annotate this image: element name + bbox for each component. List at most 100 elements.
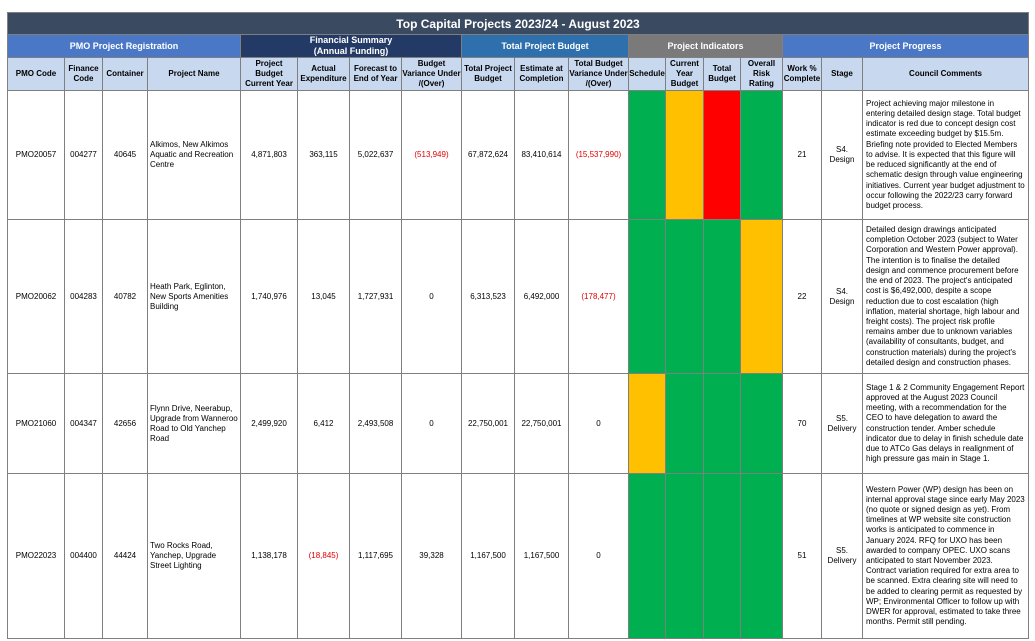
pmo-code-cell: PMO21060 xyxy=(7,373,65,474)
financial-summary-line2: (Annual Funding) xyxy=(313,46,389,56)
col-work-complete: Work % Complete xyxy=(782,57,822,91)
total-budget-indicator xyxy=(703,90,741,220)
col-total-budget-variance: Total Budget Variance Under /(Over) xyxy=(568,57,629,91)
council-comment-cell: Western Power (WP) design has been on in… xyxy=(861,473,1030,639)
col-current-year-budget: Current Year Budget xyxy=(665,57,704,91)
col-council-comments: Council Comments xyxy=(861,57,1030,91)
total-budget-indicator xyxy=(703,473,741,639)
forecast-cell: 5,022,637 xyxy=(349,90,402,220)
col-forecast: Forecast to End of Year xyxy=(349,57,402,91)
finance-code-cell: 004347 xyxy=(64,373,103,474)
col-project-name: Project Name xyxy=(147,57,241,91)
capital-projects-table: Top Capital Projects 2023/24 - August 20… xyxy=(6,12,1030,639)
overall-risk-indicator xyxy=(740,373,783,474)
stage-code: S4. xyxy=(835,286,848,296)
council-comment-cell: Detailed design drawings anticipated com… xyxy=(861,219,1030,374)
stage-cell: S4. Design xyxy=(821,219,863,374)
stage-label: Design xyxy=(829,155,855,164)
project-name-cell: Flynn Drive, Neerabup, Upgrade from Wann… xyxy=(147,373,241,474)
forecast-cell: 1,117,695 xyxy=(349,473,402,639)
col-overall-risk: Overall Risk Rating xyxy=(740,57,783,91)
stage-cell: S5. Delivery xyxy=(821,473,863,639)
estimate-completion-cell: 22,750,001 xyxy=(514,373,569,474)
actual-expenditure-cell: 363,115 xyxy=(297,90,350,220)
schedule-indicator xyxy=(628,473,666,639)
col-total-project-budget: Total Project Budget xyxy=(461,57,515,91)
total-budget-variance-cell: (15,537,990) xyxy=(568,90,629,220)
council-comment-cell: Project achieving major milestone in ent… xyxy=(861,90,1030,220)
report-title: Top Capital Projects 2023/24 - August 20… xyxy=(6,12,1030,35)
group-project-indicators: Project Indicators xyxy=(628,34,783,58)
stage-cell: S4. Design xyxy=(821,90,863,220)
container-cell: 40645 xyxy=(102,90,148,220)
total-budget-variance-cell: 0 xyxy=(568,473,629,639)
finance-code-cell: 004277 xyxy=(64,90,103,220)
estimate-completion-cell: 83,410,614 xyxy=(514,90,569,220)
project-budget-cell: 1,138,178 xyxy=(240,473,298,639)
container-cell: 42656 xyxy=(102,373,148,474)
stage-label: Design xyxy=(829,296,855,306)
stage-code: S5. xyxy=(835,413,848,423)
forecast-cell: 2,493,508 xyxy=(349,373,402,474)
project-budget-cell: 2,499,920 xyxy=(240,373,298,474)
pmo-code-cell: PMO20062 xyxy=(7,219,65,374)
current-year-budget-indicator xyxy=(665,219,704,374)
estimate-completion-cell: 1,167,500 xyxy=(514,473,569,639)
actual-expenditure-cell: 13,045 xyxy=(297,219,350,374)
work-complete-cell: 21 xyxy=(782,90,822,220)
finance-code-cell: 004283 xyxy=(64,219,103,374)
stage-label: Delivery xyxy=(827,556,857,565)
table-row: PMO20062 004283 40782 Heath Park, Eglint… xyxy=(7,219,1030,374)
total-project-budget-cell: 67,872,624 xyxy=(461,90,515,220)
group-pmo-registration: PMO Project Registration xyxy=(7,34,241,58)
current-year-budget-indicator xyxy=(665,90,704,220)
council-comment-cell: Stage 1 & 2 Community Engagement Report … xyxy=(861,373,1030,474)
work-complete-cell: 51 xyxy=(782,473,822,639)
pmo-code-cell: PMO22023 xyxy=(7,473,65,639)
budget-variance-cell: (513,949) xyxy=(401,90,462,220)
budget-variance-cell: 39,328 xyxy=(401,473,462,639)
project-name-cell: Alkimos, New Alkimos Aquatic and Recreat… xyxy=(147,90,241,220)
stage-code: S5. xyxy=(835,546,848,555)
forecast-cell: 1,727,931 xyxy=(349,219,402,374)
total-project-budget-cell: 1,167,500 xyxy=(461,473,515,639)
table-row: PMO22023 004400 44424 Two Rocks Road, Ya… xyxy=(7,473,1030,639)
table-row: PMO21060 004347 42656 Flynn Drive, Neera… xyxy=(7,373,1030,474)
col-total-budget-indicator: Total Budget xyxy=(703,57,741,91)
col-estimate-completion: Estimate at Completion xyxy=(514,57,569,91)
project-budget-cell: 1,740,976 xyxy=(240,219,298,374)
overall-risk-indicator xyxy=(740,219,783,374)
col-stage: Stage xyxy=(821,57,863,91)
schedule-indicator xyxy=(628,219,666,374)
group-total-project-budget: Total Project Budget xyxy=(461,34,629,58)
schedule-indicator xyxy=(628,90,666,220)
col-pmo-code: PMO Code xyxy=(7,57,65,91)
actual-expenditure-cell: 6,412 xyxy=(297,373,350,474)
work-complete-cell: 70 xyxy=(782,373,822,474)
overall-risk-indicator xyxy=(740,473,783,639)
financial-summary-line1: Financial Summary xyxy=(309,35,393,45)
container-cell: 44424 xyxy=(102,473,148,639)
pmo-code-cell: PMO20057 xyxy=(7,90,65,220)
total-project-budget-cell: 22,750,001 xyxy=(461,373,515,474)
col-schedule: Schedule xyxy=(628,57,666,91)
project-name-cell: Two Rocks Road, Yanchep, Upgrade Street … xyxy=(147,473,241,639)
group-financial-summary: Financial Summary (Annual Funding) xyxy=(240,34,462,58)
work-complete-cell: 22 xyxy=(782,219,822,374)
group-project-progress: Project Progress xyxy=(781,34,1030,58)
finance-code-cell: 004400 xyxy=(64,473,103,639)
project-budget-cell: 4,871,803 xyxy=(240,90,298,220)
schedule-indicator xyxy=(628,373,666,474)
total-budget-variance-cell: 0 xyxy=(568,373,629,474)
col-budget-variance: Budget Variance Under /(Over) xyxy=(401,57,462,91)
container-cell: 40782 xyxy=(102,219,148,374)
overall-risk-indicator xyxy=(740,90,783,220)
budget-variance-cell: 0 xyxy=(401,219,462,374)
stage-code: S4. xyxy=(835,145,848,154)
total-project-budget-cell: 6,313,523 xyxy=(461,219,515,374)
current-year-budget-indicator xyxy=(665,373,704,474)
report-sheet: Top Capital Projects 2023/24 - August 20… xyxy=(6,12,1030,639)
col-project-budget: Project Budget Current Year xyxy=(240,57,298,91)
project-name-cell: Heath Park, Eglinton, New Sports Ameniti… xyxy=(147,219,241,374)
total-budget-variance-cell: (178,477) xyxy=(568,219,629,374)
